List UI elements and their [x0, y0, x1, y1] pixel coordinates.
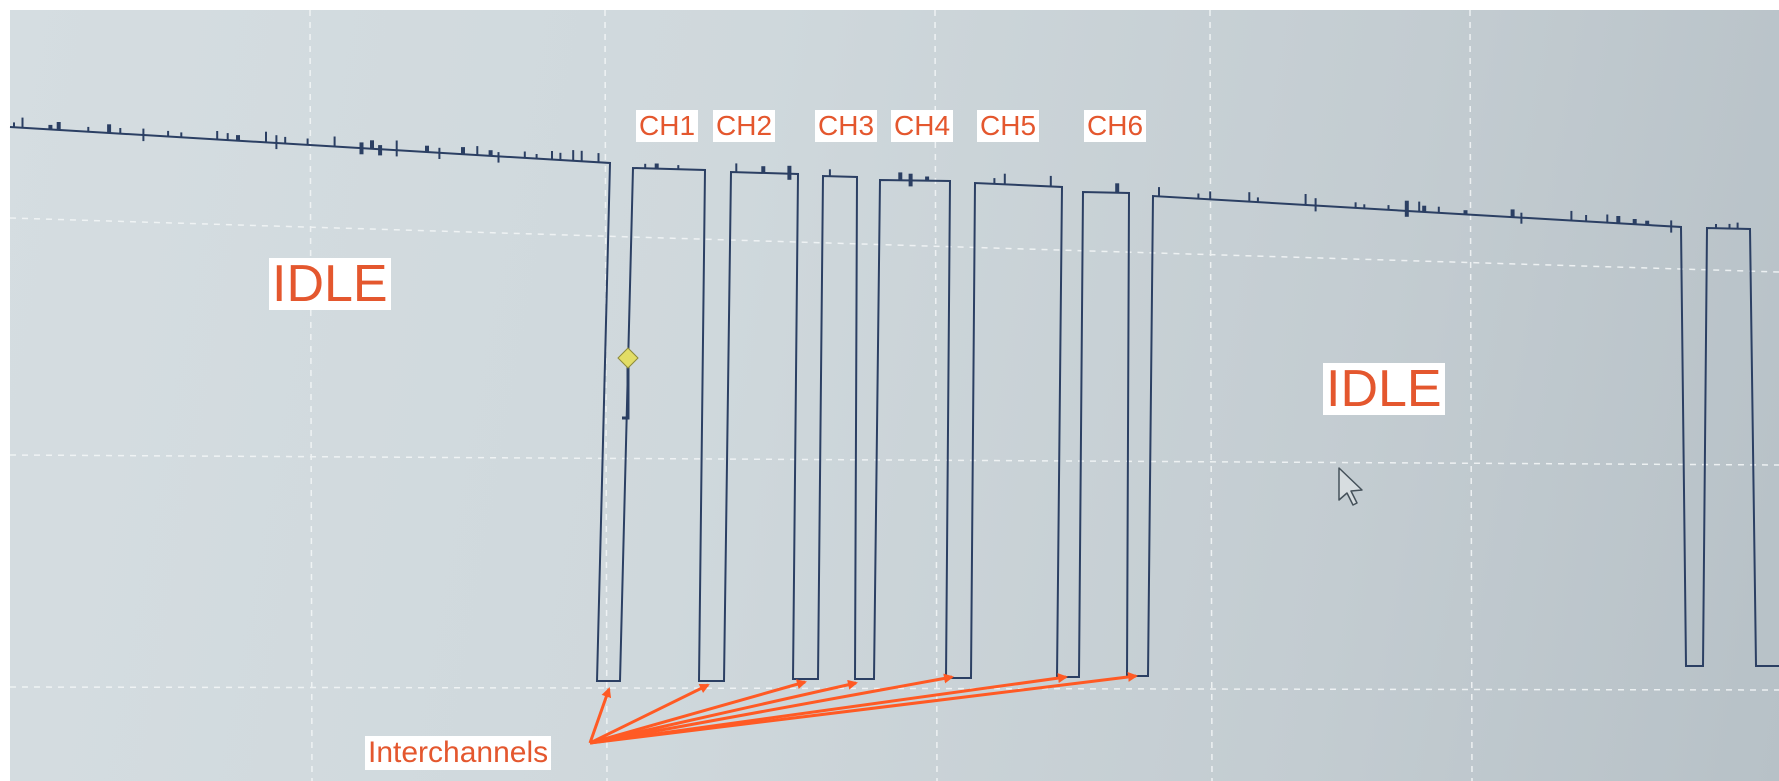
grid-line-v [934, 9, 938, 781]
channel-label-ch3: CH3 [815, 110, 878, 142]
arrow [589, 672, 1138, 745]
trigger-marker [617, 347, 639, 420]
arrow [589, 683, 710, 745]
grid-line-h [9, 454, 1779, 466]
arrow [589, 673, 954, 745]
grid-line-v [1469, 9, 1473, 781]
grid-line-v [309, 9, 313, 781]
arrow [588, 687, 612, 744]
channel-label-ch5: CH5 [977, 110, 1040, 142]
cursor-arrow-icon [1338, 467, 1363, 506]
grid-line-v [1209, 9, 1213, 781]
channel-label-ch2: CH2 [713, 110, 776, 142]
arrow [589, 679, 858, 745]
diamond-marker-icon [617, 347, 639, 369]
idle-label-left: IDLE [269, 258, 391, 310]
channel-label-ch1: CH1 [636, 110, 699, 142]
idle-label-right: IDLE [1323, 363, 1445, 415]
noise-ticks [13, 117, 1739, 233]
grid [9, 9, 1779, 781]
grid-line-v [604, 9, 608, 781]
channel-label-ch4: CH4 [891, 110, 954, 142]
interchannels-label: Interchannels [365, 736, 552, 770]
interchannel-arrows [588, 672, 1138, 745]
trigger-stem [622, 360, 630, 420]
arrow [589, 679, 807, 745]
signal-trace [9, 126, 1779, 682]
channel-label-ch6: CH6 [1084, 110, 1147, 142]
